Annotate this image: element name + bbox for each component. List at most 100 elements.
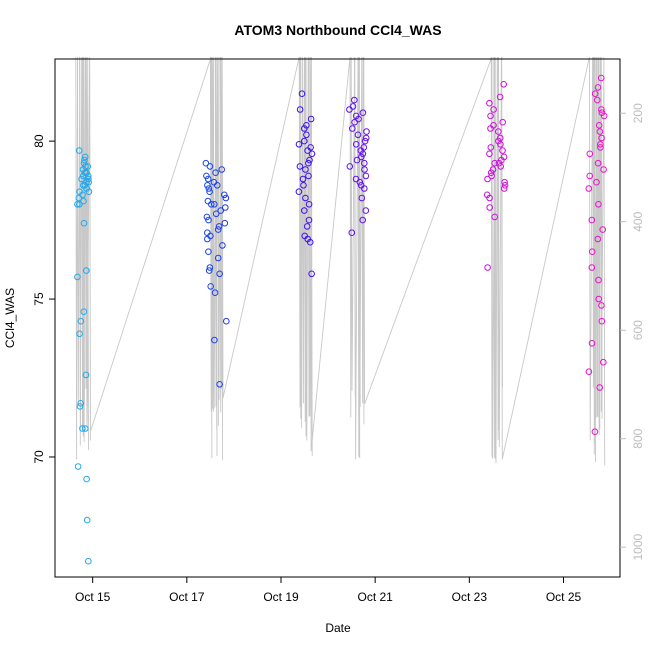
data-point (85, 175, 92, 183)
x-axis-label: Date (325, 621, 351, 635)
data-point (357, 147, 365, 154)
chart-title: ATOM3 Northbound CCl4_WAS (234, 22, 441, 38)
y-tick-label: 70 (32, 450, 46, 464)
data-point (303, 122, 310, 129)
data-point (205, 248, 212, 255)
data-point (359, 216, 367, 224)
data-point (222, 204, 229, 211)
data-point (223, 317, 230, 325)
data-point (80, 197, 87, 205)
data-point (212, 210, 220, 218)
data-point (307, 115, 315, 123)
data-point (495, 128, 502, 135)
data-point (596, 128, 604, 135)
data-point (498, 156, 505, 164)
data-point (206, 264, 214, 271)
data-point (81, 425, 89, 432)
x-axis: Oct 15 Oct 17 Oct 19 Oct 21 Oct 23 Oct 25 (75, 577, 582, 604)
data-point (296, 163, 304, 170)
data-point (82, 371, 90, 379)
data-point (77, 400, 84, 407)
data-point (351, 96, 358, 104)
data-point (76, 330, 83, 338)
data-point (487, 144, 495, 151)
x-tick-label: Oct 25 (546, 590, 582, 604)
data-point (303, 131, 310, 139)
data-point (500, 81, 508, 88)
data-point (586, 172, 594, 180)
data-point (215, 223, 223, 230)
y2-tick-label: 600 (631, 320, 645, 340)
data-point (204, 175, 212, 183)
data-point (84, 163, 92, 170)
data-point (221, 191, 228, 199)
y2-tick-label: 800 (631, 428, 645, 448)
data-point (594, 96, 601, 104)
data-point (588, 340, 596, 347)
data-point (501, 182, 509, 189)
data-point (306, 156, 313, 164)
data-point (594, 159, 602, 167)
data-point (595, 276, 602, 284)
data-point (595, 295, 603, 303)
data-point (499, 118, 507, 126)
data-point (486, 150, 493, 158)
data-point (308, 150, 316, 158)
data-point (83, 516, 91, 524)
data-point (349, 103, 357, 110)
data-point (308, 270, 315, 278)
data-point (80, 159, 88, 167)
data-point (207, 283, 214, 290)
data-point (304, 235, 312, 243)
data-point (348, 229, 356, 236)
data-point (491, 159, 499, 167)
data-point (361, 185, 368, 192)
y-axis-label: CCl4_WAS (3, 288, 17, 348)
data-point (598, 109, 606, 116)
data-point (501, 178, 508, 186)
data-point (216, 381, 223, 388)
data-point (497, 163, 505, 170)
x-tick-label: Oct 15 (75, 590, 111, 604)
data-point (77, 317, 85, 325)
data-point (85, 178, 92, 186)
data-point (354, 131, 362, 139)
data-point (349, 125, 356, 132)
data-point (74, 273, 81, 281)
data-point (358, 153, 365, 161)
data-point (597, 74, 605, 82)
data-point (490, 106, 497, 113)
data-point (295, 141, 303, 148)
altitude-profile-lines (75, 56, 606, 466)
data-point (355, 115, 362, 123)
data-point (361, 166, 368, 173)
y2-tick-label: 400 (631, 211, 645, 231)
data-point (496, 93, 504, 101)
data-point (81, 156, 88, 164)
data-point (79, 425, 86, 432)
data-point (78, 175, 85, 183)
data-point (85, 557, 92, 565)
data-point (82, 163, 89, 170)
data-point (305, 201, 313, 208)
data-point (486, 204, 494, 211)
data-point (588, 264, 596, 271)
data-point (491, 213, 499, 221)
data-point (208, 201, 215, 208)
data-point (74, 201, 81, 208)
data-point (302, 166, 309, 173)
data-point (217, 207, 224, 214)
data-point (585, 185, 593, 192)
data-point (79, 191, 86, 199)
data-point (75, 194, 83, 202)
data-point (303, 223, 311, 230)
y-axis-right: 200 400 600 800 1000 (620, 103, 645, 561)
data-point (597, 141, 604, 148)
data-point (205, 216, 212, 224)
data-point (74, 463, 82, 470)
data-point (301, 207, 308, 214)
profile-line-4 (310, 56, 366, 460)
data-point (305, 172, 312, 180)
data-point (598, 134, 605, 142)
